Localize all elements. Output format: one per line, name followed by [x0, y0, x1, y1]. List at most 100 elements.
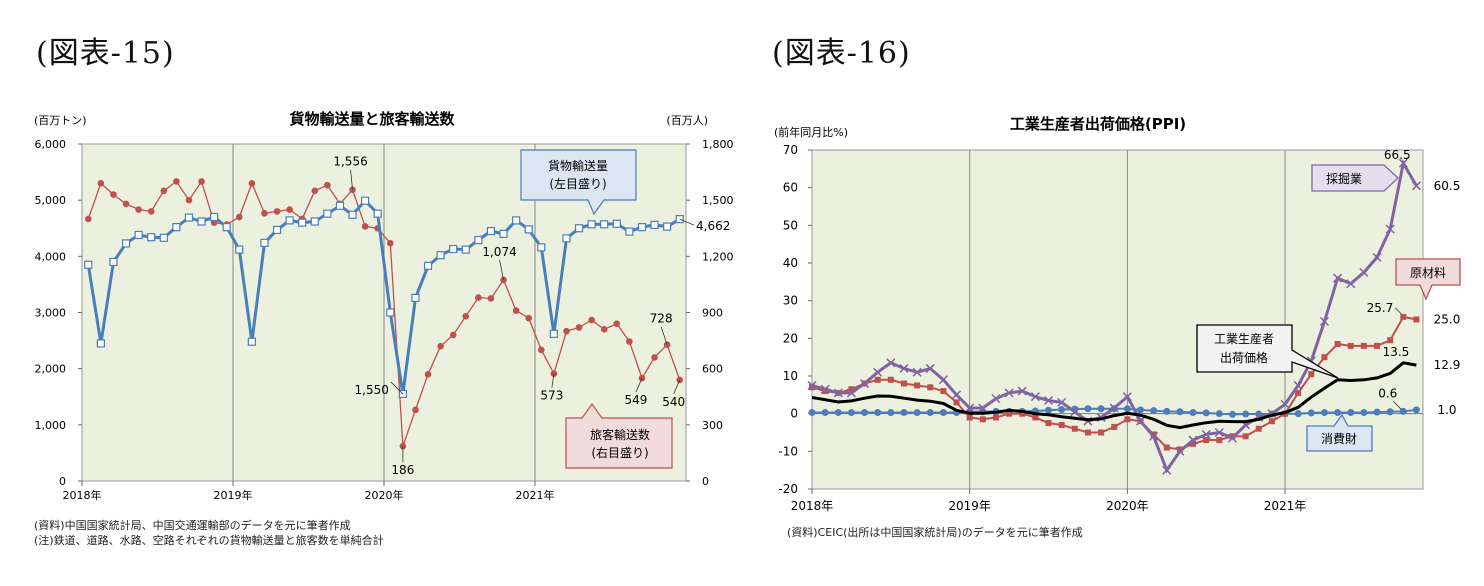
mining-point — [978, 403, 988, 413]
passenger-callout-text: (右目盛り) — [591, 445, 648, 460]
freight-point — [373, 209, 382, 218]
passenger-point — [626, 338, 633, 345]
chart-title: 工業生産者出荷価格(PPI) — [1010, 115, 1186, 133]
mining-point — [1214, 427, 1224, 438]
x-tick-label: 2021年 — [1264, 499, 1307, 513]
freight-point — [549, 329, 558, 338]
y-tick-label: -20 — [778, 482, 798, 496]
y-tick-label-left: 1,000 — [35, 419, 67, 432]
data-label: 13.5 — [1383, 345, 1410, 359]
y-tick-label: 10 — [783, 369, 798, 383]
mining-point — [820, 384, 830, 394]
source-note: (資料)中国国家統計局、中国交通運輸部のデータを元に筆者作成 — [34, 519, 351, 532]
mining-point — [1109, 403, 1119, 413]
raw-materials-point — [1084, 429, 1091, 436]
mining-point — [991, 394, 1001, 404]
y-tick-label-right: 600 — [702, 363, 723, 376]
panel-freight-passenger: (図表-15) 貨物輸送量と旅客輸送数 (百万トン) (百万人) 0 1,000 2,00… — [34, 36, 734, 547]
freight-point — [486, 226, 496, 236]
y-tick-label: 50 — [783, 218, 798, 232]
mining-point — [1346, 279, 1356, 289]
y-tick-label: 30 — [783, 294, 798, 308]
data-label: 573 — [540, 389, 563, 403]
mining-point — [899, 363, 909, 373]
ppi-callout-text: 工業生産者 — [1214, 331, 1274, 346]
freight-point — [272, 225, 282, 235]
figure-label-16: (図表-16) — [772, 36, 911, 71]
consumer-point — [1136, 406, 1144, 414]
passenger-point — [537, 346, 545, 354]
passenger-point — [110, 191, 117, 198]
raw-materials-point — [1203, 437, 1210, 444]
mining-point — [846, 388, 856, 398]
mining-point — [1385, 224, 1395, 234]
data-label: 549 — [625, 393, 648, 407]
raw-materials-point — [966, 414, 973, 421]
x-tick-label: 2018年 — [791, 499, 834, 513]
mining-point — [1030, 392, 1040, 402]
freight-point — [285, 216, 294, 225]
series-line-ppi — [811, 361, 1417, 430]
freight-callout-text: 貨物輸送量 — [548, 158, 608, 173]
y-tick-label-left: 4,000 — [35, 250, 67, 263]
raw-materials-point — [809, 384, 815, 391]
data-label: 60.5 — [1434, 179, 1461, 193]
data-label: 186 — [391, 463, 414, 477]
freight-point — [235, 245, 244, 254]
mining-point — [1280, 399, 1290, 409]
passenger-point — [525, 314, 533, 322]
mining-point — [1017, 386, 1027, 396]
y-tick-label: 70 — [783, 143, 798, 157]
passenger-point — [613, 320, 621, 328]
y-tick-label-left: 2,000 — [35, 363, 67, 376]
label-leader-line — [635, 378, 643, 393]
consumer-point — [1084, 405, 1092, 413]
mining-point — [912, 367, 922, 377]
y-tick-label-right: 1,800 — [702, 138, 734, 151]
raw-materials-point — [1071, 425, 1078, 432]
consumer-point — [1360, 409, 1368, 417]
passenger-point — [135, 206, 142, 213]
data-label: 66.5 — [1384, 148, 1411, 162]
data-label: 1,550 — [355, 383, 389, 397]
freight-point — [159, 233, 168, 242]
mining-point — [1372, 252, 1382, 262]
y-tick-label-left: 0 — [59, 475, 66, 488]
raw-materials-point — [927, 384, 934, 391]
x-tick-label: 2020年 — [1106, 499, 1149, 513]
freight-point — [197, 217, 206, 226]
raw-materials-point — [1032, 414, 1039, 421]
raw-materials-point — [1413, 316, 1420, 323]
y-tick-label-right: 0 — [702, 475, 709, 488]
raw-materials-point — [900, 380, 907, 387]
consumer-point — [1045, 406, 1053, 414]
y-tick-label-right: 1,200 — [702, 250, 734, 263]
passenger-point — [261, 209, 268, 217]
freight-point — [587, 220, 596, 229]
passenger-point — [600, 326, 608, 333]
y-tick-label: -10 — [778, 444, 798, 458]
raw-materials-point — [940, 388, 947, 395]
x-tick-label: 2019年 — [214, 488, 253, 502]
data-label: 1.0 — [1437, 403, 1456, 417]
consumer-point — [874, 409, 882, 417]
y-tick-label-right: 300 — [702, 419, 723, 432]
mining-point — [925, 363, 935, 373]
freight-point — [512, 216, 521, 225]
raw-materials-point — [1058, 421, 1065, 428]
consumer-point — [1399, 407, 1407, 415]
freight-point — [298, 218, 307, 227]
raw-materials-point — [1019, 410, 1026, 417]
raw-materials-point — [1045, 420, 1052, 427]
freight-point — [335, 201, 345, 210]
raw-materials-point — [953, 399, 960, 406]
mining-point — [1188, 435, 1198, 445]
freight-point — [184, 213, 194, 222]
passenger-point — [286, 206, 293, 213]
consumer-callout-text: 消費財 — [1321, 431, 1357, 446]
label-leader-line — [1393, 401, 1402, 410]
freight-point — [637, 223, 647, 232]
consumer-point — [1307, 409, 1315, 417]
passenger-point — [563, 327, 570, 335]
freight-point — [109, 257, 118, 267]
